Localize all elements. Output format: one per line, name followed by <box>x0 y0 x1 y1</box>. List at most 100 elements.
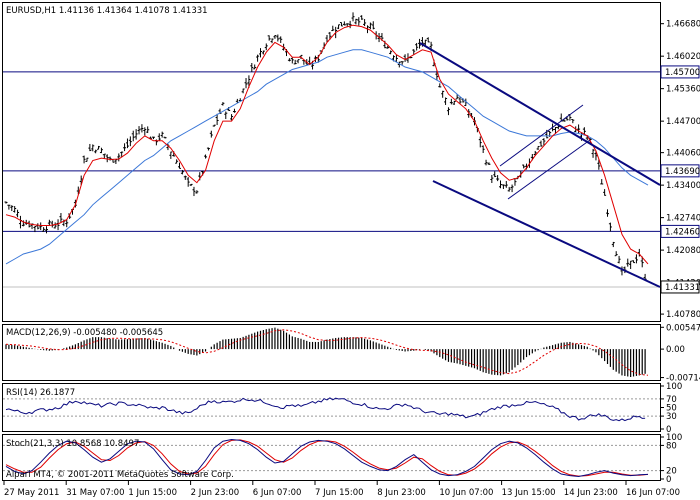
price-bar <box>487 162 491 166</box>
price-bar <box>452 100 456 105</box>
rsi-line-path <box>5 397 646 422</box>
price-bar <box>94 149 98 154</box>
price-bar <box>105 154 109 163</box>
macd-axis: 0.005479 0.00 -0.00714 <box>660 323 700 384</box>
price-bar <box>258 48 262 58</box>
price-bar <box>7 204 11 210</box>
price-bar <box>151 136 155 140</box>
price-bar <box>180 170 184 175</box>
price-bar <box>412 49 416 56</box>
price-bar <box>368 22 372 30</box>
price-bar <box>493 171 497 178</box>
price-bar <box>484 159 488 166</box>
macd-tick-label: -0.00714 <box>666 374 700 384</box>
price-tick-label: 1.43400 <box>666 181 700 191</box>
stoch-title: Stoch(21,3,3) 10.8568 10.8497 <box>6 439 139 449</box>
horizontal-levels <box>3 71 660 288</box>
price-bar <box>97 145 101 150</box>
price-bar <box>345 23 349 27</box>
price-bar <box>232 108 236 113</box>
price-bar <box>128 136 132 147</box>
price-bar <box>99 147 103 154</box>
price-bar <box>256 54 260 62</box>
rsi-tick-label: 70 <box>666 395 677 405</box>
stoch-lines <box>3 438 660 478</box>
price-bar <box>348 20 352 29</box>
stoch-tick-label: 100 <box>666 433 682 443</box>
price-tick-label: 1.46680 <box>666 20 700 30</box>
price-bar <box>446 107 450 116</box>
price-bar <box>351 12 355 22</box>
price-bar <box>418 38 422 49</box>
price-bar <box>536 145 540 150</box>
price-bar <box>215 113 219 126</box>
price-bar <box>261 50 265 55</box>
price-tick-label: 1.46020 <box>666 52 700 62</box>
price-bar <box>539 140 543 147</box>
price-bar <box>296 59 300 64</box>
time-tick-label: 16 Jun 07:00 <box>626 488 680 498</box>
price-bar <box>339 22 343 27</box>
price-bar <box>507 186 511 192</box>
price-bar <box>611 241 615 248</box>
price-bar <box>279 36 283 43</box>
price-bar <box>120 151 124 158</box>
price-bar <box>438 83 442 88</box>
price-bar <box>313 55 317 63</box>
price-bar <box>56 219 60 231</box>
price-bar <box>131 130 135 142</box>
price-bar <box>389 50 393 55</box>
price-bar <box>143 127 147 136</box>
level-price-tag-label: 1.45700 <box>665 68 700 78</box>
price-bars <box>4 12 647 281</box>
price-bar <box>455 94 459 100</box>
price-bar <box>287 58 291 62</box>
price-bar <box>53 222 57 229</box>
price-bar <box>597 159 601 170</box>
price-bar <box>634 254 638 264</box>
price-bar <box>21 220 25 227</box>
price-bar <box>221 102 225 106</box>
price-bar <box>82 155 86 164</box>
price-bar <box>59 213 63 223</box>
price-bar <box>125 138 129 149</box>
macd-tick-label: 0.005479 <box>666 323 700 333</box>
price-bar <box>16 209 20 218</box>
price-bar <box>134 129 138 140</box>
price-bar <box>250 63 254 73</box>
price-bar <box>522 164 526 169</box>
time-tick-label: 31 May 07:00 <box>66 488 124 498</box>
trend-lines <box>419 42 661 288</box>
price-bar <box>189 183 193 187</box>
price-bar <box>264 43 268 51</box>
price-bar <box>4 201 8 204</box>
price-bar <box>212 124 216 127</box>
price-bar <box>363 19 367 27</box>
time-tick-label: 2 Jun 23:00 <box>191 488 240 498</box>
time-tick-label: 13 Jun 15:00 <box>502 488 556 498</box>
price-bar <box>591 148 595 158</box>
price-bar <box>13 206 17 213</box>
price-bar <box>91 144 95 152</box>
price-bar <box>85 157 89 162</box>
price-bar <box>114 159 118 165</box>
level-price-tag-label: 1.42460 <box>665 227 700 237</box>
price-bar <box>603 189 607 196</box>
price-bar <box>608 222 612 232</box>
price-bar <box>614 251 618 257</box>
time-tick-label: 8 Jun 23:00 <box>377 488 426 498</box>
price-bar <box>241 88 245 94</box>
price-bar <box>10 205 14 212</box>
price-bar <box>39 222 43 231</box>
rsi-line <box>3 397 660 422</box>
price-bar <box>186 177 190 187</box>
price-bar <box>435 70 439 81</box>
price-bar <box>400 61 404 65</box>
price-bar <box>270 38 274 44</box>
price-bar <box>175 159 179 164</box>
price-bar <box>209 130 213 138</box>
price-bar <box>600 179 604 185</box>
flag-lower-line <box>507 139 591 200</box>
price-tick-label: 1.45360 <box>666 85 700 95</box>
price-bar <box>206 147 210 151</box>
